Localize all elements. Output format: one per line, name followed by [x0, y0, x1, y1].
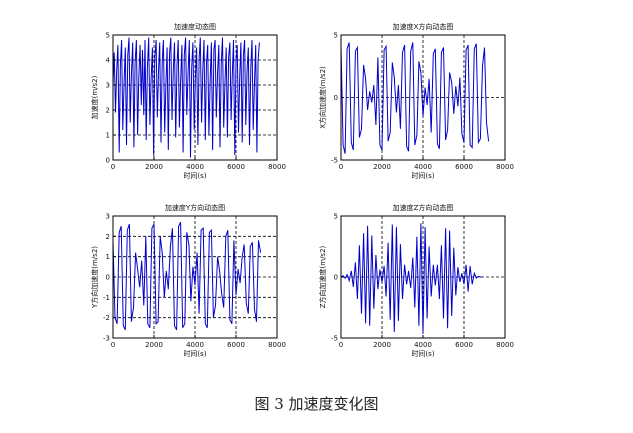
y-axis-label: Z方向加速度(m/s2) [318, 245, 327, 308]
chart-title: 加速度X方向动态图 [393, 22, 454, 31]
y-tick-label: 5 [334, 32, 338, 40]
y-tick-label: 3 [106, 82, 110, 90]
y-tick-label: 3 [106, 213, 110, 221]
x-tick-label: 2000 [145, 163, 163, 171]
x-tick-label: 2000 [145, 341, 163, 349]
x-tick-label: 8000 [268, 341, 286, 349]
chart-title: 加速度动态图 [174, 22, 216, 31]
x-tick-label: 8000 [496, 163, 514, 171]
x-axis-label: 时间(s) [183, 349, 206, 358]
x-tick-label: 0 [111, 341, 115, 349]
x-axis-label: 时间(s) [183, 171, 206, 180]
x-tick-label: 6000 [227, 163, 245, 171]
x-tick-label: 8000 [268, 163, 286, 171]
y-tick-label: 0 [334, 274, 338, 282]
y-tick-label: -5 [331, 335, 338, 343]
x-tick-label: 2000 [373, 341, 391, 349]
y-axis-label: Y方向加速度(m/s2) [90, 246, 99, 309]
x-tick-label: 2000 [373, 163, 391, 171]
y-axis-label: 加速度(m/s2) [90, 75, 99, 119]
y-tick-label: 1 [106, 253, 110, 261]
x-tick-label: 4000 [186, 163, 204, 171]
y-tick-label: -1 [103, 294, 110, 302]
y-tick-label: 2 [106, 233, 110, 241]
x-tick-label: 6000 [227, 341, 245, 349]
x-tick-label: 4000 [414, 163, 432, 171]
series-line [112, 37, 260, 158]
x-tick-label: 0 [339, 341, 343, 349]
y-tick-label: 0 [106, 274, 110, 282]
chart-panel-4: 0 2000 4000 6000 8000-505加速度Z方向动态图时间(s)Z方向加速… [318, 203, 514, 358]
series-line [112, 221, 262, 331]
x-axis-label: 时间(s) [411, 171, 434, 180]
y-tick-label: 5 [106, 32, 110, 40]
x-axis-label: 时间(s) [411, 349, 434, 358]
y-tick-label: 2 [106, 107, 110, 115]
figure-caption: 图 3 加速度变化图 [254, 395, 379, 413]
series-line [340, 223, 483, 334]
x-tick-label: 4000 [186, 341, 204, 349]
x-tick-label: 6000 [455, 163, 473, 171]
series-line [340, 42, 490, 154]
x-tick-label: 0 [111, 163, 115, 171]
chart-panel-3: 0 2000 4000 6000 8000 -3 -2 -1 0 1 2 3 加速度Y方向动态图时间(s… [90, 203, 286, 358]
chart-title: 加速度Z方向动态图 [393, 203, 454, 212]
x-tick-label: 8000 [496, 341, 514, 349]
y-tick-label: 0 [334, 94, 338, 102]
y-axis-label: X方向加速度(m/s2) [318, 66, 327, 129]
y-tick-label: -2 [103, 314, 110, 322]
y-tick-label: 4 [106, 57, 111, 65]
y-tick-label: 5 [334, 213, 338, 221]
y-tick-label: -5 [331, 157, 338, 165]
x-tick-label: 6000 [455, 341, 473, 349]
chart-panel-2: 0 2000 4000 6000 8000-505加速度X方向动态图时间(s)X方向加速… [318, 22, 514, 180]
x-tick-label: 4000 [414, 341, 432, 349]
chart-title: 加速度Y方向动态图 [165, 203, 225, 212]
y-tick-label: 1 [106, 132, 110, 140]
y-tick-label: 0 [106, 157, 110, 165]
y-tick-label: -3 [103, 335, 110, 343]
x-tick-label: 0 [339, 163, 343, 171]
